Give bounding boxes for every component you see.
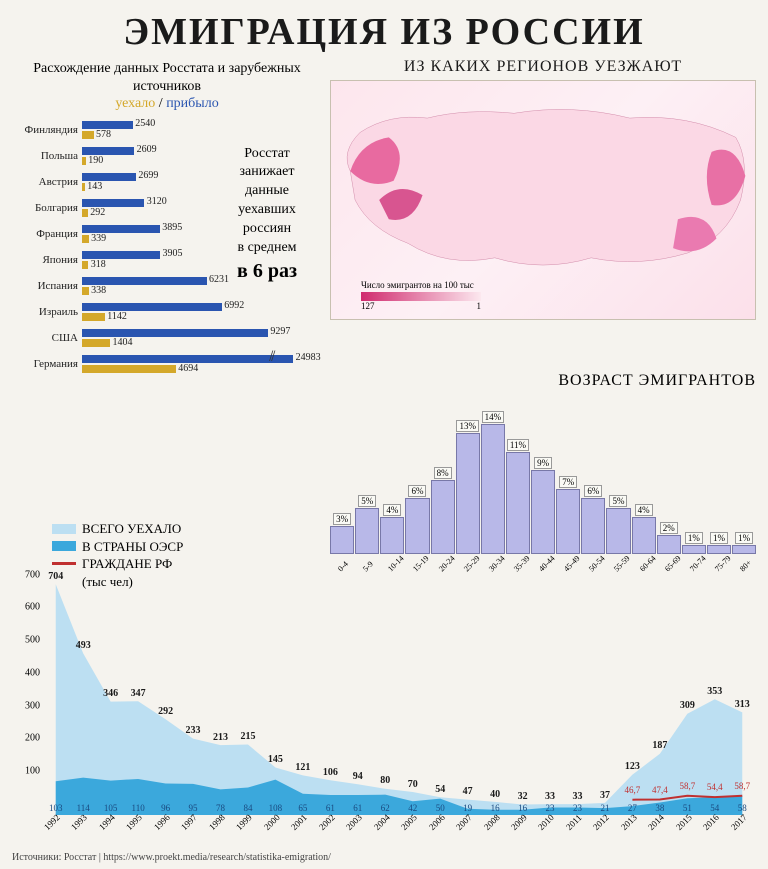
age-bar: 2%65-69 bbox=[657, 522, 681, 554]
ts-total-value: 37 bbox=[600, 790, 610, 801]
country-label: Германия bbox=[12, 358, 82, 370]
age-bar: 4%10-14 bbox=[380, 504, 404, 554]
bar-arrived bbox=[82, 235, 89, 243]
ts-total-value: 54 bbox=[435, 784, 445, 795]
ts-total-value: 94 bbox=[353, 771, 363, 782]
ts-total-value: 33 bbox=[573, 791, 583, 802]
ts-total-value: 213 bbox=[213, 732, 228, 743]
ts-total-value: 121 bbox=[295, 762, 310, 773]
age-bar: 1%70-74 bbox=[682, 532, 706, 554]
age-bar: 3%0-4 bbox=[330, 513, 354, 554]
country-row: США92971404 bbox=[12, 325, 322, 351]
age-bar: 11%35-39 bbox=[506, 439, 530, 554]
country-label: Финляндия bbox=[12, 124, 82, 136]
age-chart: ВОЗРАСТ ЭМИГРАНТОВ 3%0-45%5-94%10-146%15… bbox=[330, 376, 756, 576]
ts-total-value: 704 bbox=[48, 571, 63, 582]
timeseries-chart: 100200300400500600700 704493346347292233… bbox=[12, 579, 756, 839]
ts-total-value: 80 bbox=[380, 775, 390, 786]
bar-arrived bbox=[82, 365, 176, 373]
bar-arrived bbox=[82, 131, 94, 139]
russia-map: Число эмигрантов на 100 тыс 1271 bbox=[330, 80, 756, 320]
age-bar: 1%75-79 bbox=[707, 532, 731, 554]
age-bar: 14%30-34 bbox=[481, 411, 505, 554]
bar-left bbox=[82, 329, 268, 337]
country-row: Франция3895339 bbox=[12, 221, 322, 247]
bar-left bbox=[82, 355, 293, 363]
ts-total-value: 32 bbox=[518, 791, 528, 802]
ts-total-value: 70 bbox=[408, 779, 418, 790]
ts-total-value: 47 bbox=[463, 786, 473, 797]
ts-total-value: 215 bbox=[240, 731, 255, 742]
age-title: ВОЗРАСТ ЭМИГРАНТОВ bbox=[558, 372, 756, 390]
country-row: Болгария3120292 bbox=[12, 195, 322, 221]
age-bar: 13%25-29 bbox=[456, 420, 480, 554]
ts-total-value: 123 bbox=[625, 761, 640, 772]
bar-left bbox=[82, 121, 133, 129]
age-bar: 5%55-59 bbox=[606, 495, 630, 554]
bar-arrived bbox=[82, 209, 88, 217]
legend-left-word: уехало bbox=[115, 96, 155, 111]
ts-total-value: 292 bbox=[158, 706, 173, 717]
age-bar: 9%40-44 bbox=[531, 457, 555, 554]
country-row: Польша2609190 bbox=[12, 143, 322, 169]
age-bar: 6%50-54 bbox=[581, 485, 605, 554]
bar-left bbox=[82, 303, 222, 311]
bar-left bbox=[82, 277, 207, 285]
country-label: Япония bbox=[12, 254, 82, 266]
discrepancy-bars: Росстат занижает данные уехавших россиян… bbox=[12, 117, 322, 377]
ts-total-value: 40 bbox=[490, 789, 500, 800]
map-title: ИЗ КАКИХ РЕГИОНОВ УЕЗЖАЮТ bbox=[330, 58, 756, 76]
ts-total-value: 145 bbox=[268, 754, 283, 765]
source-text: Источники: Росстат | https://www.proekt.… bbox=[12, 852, 331, 863]
ts-total-value: 309 bbox=[680, 700, 695, 711]
legend-arrived-word: прибыло bbox=[166, 96, 219, 111]
bar-left bbox=[82, 173, 136, 181]
country-label: США bbox=[12, 332, 82, 344]
age-bar: 8%20-24 bbox=[431, 467, 455, 554]
bar-left bbox=[82, 225, 160, 233]
ts-total-value: 347 bbox=[131, 688, 146, 699]
age-bar: 7%45-49 bbox=[556, 476, 580, 554]
bar-arrived bbox=[82, 261, 88, 269]
map-panel: ИЗ КАКИХ РЕГИОНОВ УЕЗЖАЮТ Число эмигрант… bbox=[330, 58, 756, 368]
country-row: Япония3905318 bbox=[12, 247, 322, 273]
ts-total-value: 353 bbox=[707, 686, 722, 697]
discrepancy-panel: Расхождение данных Росстата и зарубежных… bbox=[12, 58, 322, 368]
ts-total-value: 33 bbox=[545, 791, 555, 802]
country-row: Израиль69921142 bbox=[12, 299, 322, 325]
ts-total-value: 187 bbox=[652, 740, 667, 751]
bar-left bbox=[82, 251, 160, 259]
bar-arrived bbox=[82, 313, 105, 321]
ts-total-value: 233 bbox=[186, 725, 201, 736]
bar-left bbox=[82, 199, 144, 207]
map-legend: Число эмигрантов на 100 тыс 1271 bbox=[361, 280, 481, 311]
country-label: Израиль bbox=[12, 306, 82, 318]
ts-total-value: 346 bbox=[103, 688, 118, 699]
country-label: Польша bbox=[12, 150, 82, 162]
country-row: Германия249834694⫽ bbox=[12, 351, 322, 377]
ts-total-value: 106 bbox=[323, 767, 338, 778]
country-row: Финляндия2540578 bbox=[12, 117, 322, 143]
age-bar: 5%5-9 bbox=[355, 495, 379, 554]
main-title: ЭМИГРАЦИЯ ИЗ РОССИИ bbox=[0, 0, 768, 58]
bar-arrived bbox=[82, 183, 85, 191]
age-bar: 1%80+ bbox=[732, 532, 756, 554]
discrepancy-title: Расхождение данных Росстата и зарубежных… bbox=[12, 58, 322, 117]
ts-total-value: 493 bbox=[76, 640, 91, 651]
bar-left bbox=[82, 147, 134, 155]
country-label: Испания bbox=[12, 280, 82, 292]
country-row: Австрия2699143 bbox=[12, 169, 322, 195]
bar-arrived bbox=[82, 157, 86, 165]
bar-arrived bbox=[82, 339, 110, 347]
age-bar: 4%60-64 bbox=[632, 504, 656, 554]
bar-arrived bbox=[82, 287, 89, 295]
age-bar: 6%15-19 bbox=[405, 485, 429, 554]
country-label: Франция bbox=[12, 228, 82, 240]
ts-total-value: 313 bbox=[735, 699, 750, 710]
country-row: Испания6231338 bbox=[12, 273, 322, 299]
country-label: Австрия bbox=[12, 176, 82, 188]
country-label: Болгария bbox=[12, 202, 82, 214]
